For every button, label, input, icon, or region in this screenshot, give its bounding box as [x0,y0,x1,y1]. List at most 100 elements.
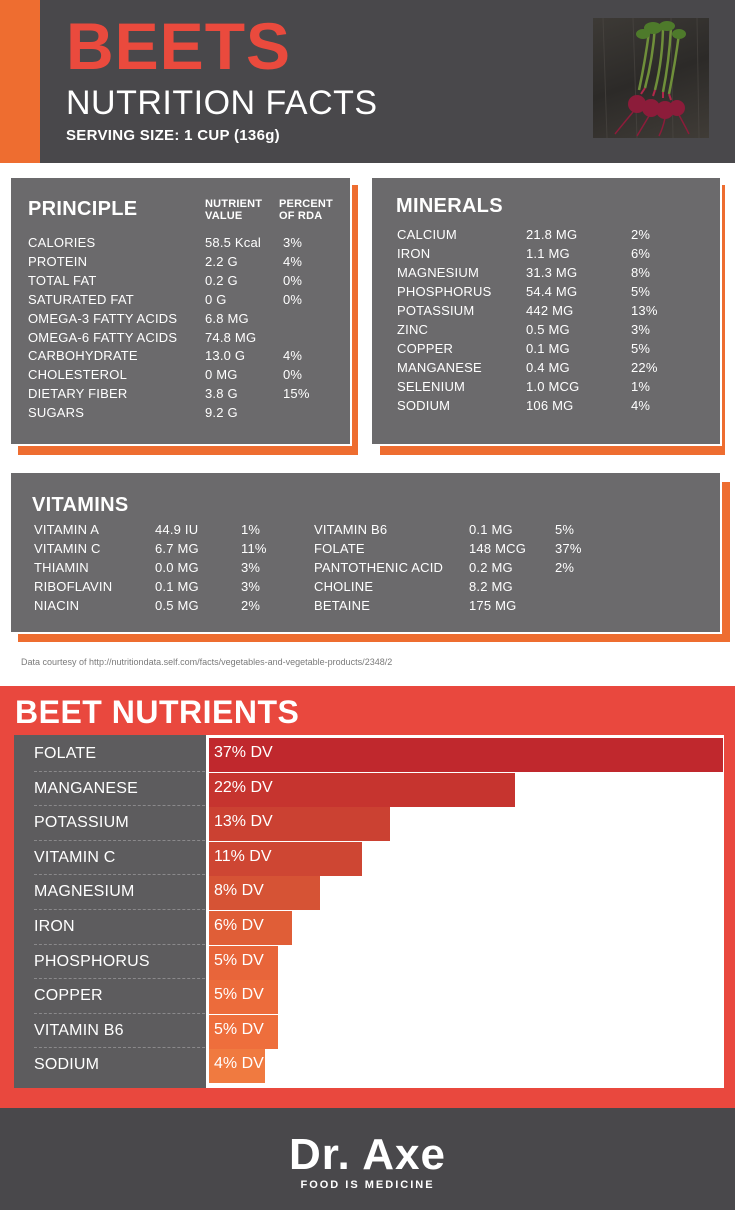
vitamin-rda: 3% [241,560,261,575]
principle-nutrient-value: 58.5 Kcal [205,235,262,250]
mineral-value: 21.8 MG [526,227,578,242]
vitamin-value: 0.2 MG [469,560,513,575]
chart-bar [209,1049,265,1084]
minerals-card: MINERALS CALCIUM 21.8 MG 2% IRON 1.1 MG 6% MAG… [370,176,722,446]
header: BEETS NUTRITION FACTS SERVING SIZE: 1 CU… [0,0,735,163]
beets-illustration [602,18,700,138]
vitamin-value: 0.1 MG [155,579,199,594]
chart-data-label: 13% DV [214,813,273,831]
chart-category-label: VITAMIN C [34,848,116,866]
vitamin-rda: 11% [241,541,267,556]
mineral-value: 106 MG [526,398,574,413]
mineral-rda: 13% [631,303,658,318]
chart-category-label: COPPER [34,987,103,1005]
principle-nutrient-value: 3.8 G [205,386,238,402]
vitamin-rda: 1% [241,522,261,537]
mineral-name: MAGNESIUM [397,265,479,280]
chart-category-label: IRON [34,918,75,935]
chart-bar [209,876,321,911]
vitamin-name: BETAINE [314,598,371,613]
principle-card: PRINCIPLE NUTRIENT VALUE PERCENT OF RDA … [9,176,352,446]
principle-nutrient-rda: 0% [283,272,303,288]
principle-nutrient-rda: 0% [283,291,303,307]
vitamin-value: 175 MG [469,598,517,613]
principle-nutrient-name: SATURATED FAT [28,291,134,307]
mineral-name: ZINC [397,322,429,337]
vitamin-name: PANTOTHENIC ACID [314,560,444,575]
vitamin-rda: 3% [241,579,261,594]
chart-category-label: POTASSIUM [34,814,129,832]
principle-nutrient-value: 74.8 MG [205,329,257,345]
chart-category-label: MAGNESIUM [34,883,135,901]
mineral-rda: 5% [631,341,651,356]
chart-row-separator [34,839,210,841]
chart-label-column: FOLATE MANGANESE POTASSIUM VITAMIN C MAGNESI… [14,735,210,1088]
principle-nutrient-name: OMEGA-3 FATTY ACIDS [28,310,178,326]
chart-data-label: 8% DV [214,882,264,900]
mineral-name: SELENIUM [397,379,466,394]
mineral-rda: 6% [631,246,651,261]
footer: Dr. Axe FOOD IS MEDICINE [0,1108,735,1210]
principle-nutrient-name: OMEGA-6 FATTY ACIDS [28,329,178,345]
percent-rda-header: PERCENT OF RDA [279,198,333,222]
chart-category-label: PHOSPHORUS [34,952,150,970]
data-credit: Data courtesy of http://nutritiondata.se… [21,657,393,667]
chart-bar [209,945,279,980]
vitamin-name: THIAMIN [34,560,89,575]
mineral-name: IRON [397,246,431,261]
chart-data-label: 5% DV [214,986,264,1004]
principle-nutrient-name: CARBOHYDRATE [28,348,138,364]
vitamin-value: 6.7 MG [155,541,199,556]
chart-bar [209,1014,279,1049]
mineral-rda: 2% [631,227,651,242]
nutrient-value-header: NUTRIENT VALUE [205,198,263,222]
vitamin-value: 8.2 MG [469,579,513,594]
chart-data-label: 4% DV [214,1055,264,1073]
header-accent-stripe [0,0,40,163]
beet-nutrients-section: BEET NUTRIENTS FOLATE MANGANESE POTASSIUM V… [0,686,735,1108]
principle-nutrient-value: 0 G [205,291,227,307]
page-title: BEETS [66,9,292,83]
mineral-value: 31.3 MG [526,265,578,280]
chart-row-separator [34,978,210,980]
mineral-value: 1.1 MG [526,246,570,261]
vitamin-value: 148 MCG [469,541,527,556]
mineral-name: MANGANESE [397,360,482,375]
vitamin-value: 0.0 MG [155,560,199,575]
chart-data-label: 5% DV [214,951,264,969]
principle-nutrient-value: 0.2 G [205,272,238,288]
vitamin-rda: 5% [555,522,575,537]
mineral-rda: 22% [631,360,658,375]
chart-category-label: MANGANESE [34,779,139,797]
vitamin-name: CHOLINE [314,579,374,594]
chart-data-label: 5% DV [214,1020,264,1038]
chart-bar [209,772,515,807]
vitamin-value: 0.5 MG [155,598,199,613]
vitamin-name: VITAMIN B6 [314,522,388,537]
mineral-value: 0.4 MG [526,360,570,375]
brand-tagline: FOOD IS MEDICINE [300,1179,435,1191]
vitamin-value: 0.1 MG [469,522,513,537]
vitamin-rda: 2% [241,598,261,613]
chart-bar [209,738,723,772]
principle-nutrient-name: DIETARY FIBER [28,386,128,402]
serving-size: SERVING SIZE: 1 CUP (136g) [66,127,280,144]
mineral-name: COPPER [397,341,454,356]
vitamin-rda: 37% [555,541,582,556]
chart-data-label: 37% DV [214,744,273,761]
chart-data-label: 11% DV [214,847,272,865]
principle-nutrient-rda: 0% [283,367,303,383]
chart-category-label: FOLATE [34,745,97,762]
chart-row-separator [34,770,210,772]
mineral-rda: 3% [631,322,651,337]
mineral-name: POTASSIUM [397,303,475,318]
principle-nutrient-name: CHOLESTEROL [28,367,128,383]
principle-nutrient-name: CALORIES [28,235,96,250]
principle-nutrient-rda: 3% [283,235,303,250]
mineral-rda: 8% [631,265,651,280]
mineral-rda: 4% [631,398,651,413]
principle-nutrient-value: 13.0 G [205,348,246,364]
mineral-value: 0.1 MG [526,341,570,356]
vitamins-card: VITAMINS VITAMIN A 44.9 IU 1% VITAMIN C 6.7 … [9,471,722,634]
principle-nutrient-value: 9.2 G [205,405,238,421]
